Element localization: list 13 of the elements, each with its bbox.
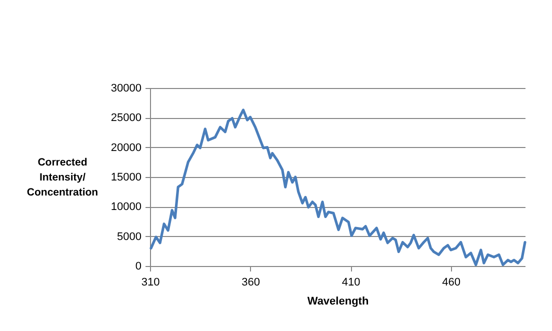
y-tick-label: 0 (135, 260, 142, 272)
x-tick-label: 460 (442, 276, 460, 288)
y-tick-label: 25000 (110, 112, 142, 124)
y-tick-label: 5000 (117, 230, 142, 243)
y-tick-label: 30000 (110, 82, 142, 94)
x-tick-label: 310 (141, 276, 160, 288)
y-tick-label: 20000 (110, 142, 142, 154)
x-tick-label: 360 (242, 276, 260, 288)
y-tick-label: 15000 (110, 172, 142, 184)
x-tick-label: 410 (342, 276, 360, 288)
x-axis-title: Wavelength (307, 296, 369, 308)
y-tick-label: 10000 (110, 201, 142, 214)
y-axis-title: Corrected Intensity/ Concentration (26, 156, 98, 198)
